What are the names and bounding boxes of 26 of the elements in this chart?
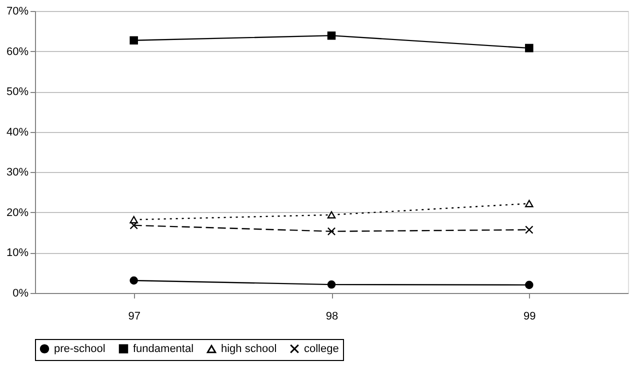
y-tick-label: 50% [6, 86, 29, 98]
x-tick-label: 98 [326, 310, 338, 322]
point [327, 31, 336, 40]
point [327, 227, 336, 236]
point [327, 280, 336, 289]
point [525, 226, 534, 234]
y-tick-label: 20% [6, 206, 29, 219]
legend-label: fundamental [133, 342, 194, 355]
point [525, 44, 534, 52]
y-tick-label: 70% [6, 6, 29, 18]
point [525, 280, 534, 290]
legend-label: high school [221, 343, 277, 356]
y-tick-label: 40% [6, 126, 29, 138]
y-tick-label: 30% [6, 166, 29, 179]
point [130, 36, 138, 45]
point [130, 276, 138, 285]
y-tick-label: 10% [6, 247, 29, 260]
y-tick-label: 60% [6, 46, 29, 58]
y-tick-label: 0% [12, 288, 29, 300]
x-tick-label: 99 [524, 310, 536, 322]
point [327, 211, 336, 219]
legend-label: college [304, 342, 339, 355]
point [525, 200, 534, 208]
legend-label: pre-school [54, 342, 106, 355]
point [130, 221, 138, 230]
x-tick-label: 97 [128, 310, 140, 322]
